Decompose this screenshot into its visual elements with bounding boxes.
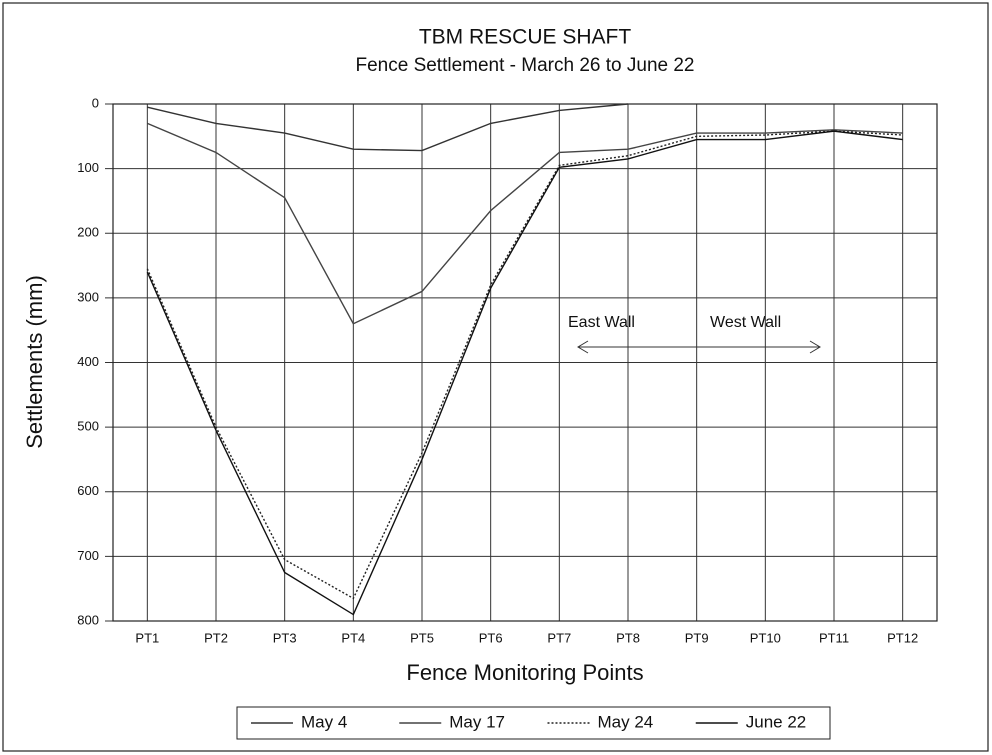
y-tick-label: 0 — [92, 95, 99, 110]
plot-border — [112, 103, 938, 622]
x-tick-label: PT3 — [273, 630, 297, 645]
chart-title: TBM RESCUE SHAFT — [419, 26, 632, 49]
x-tick-label: PT12 — [887, 630, 918, 645]
x-axis-label: Fence Monitoring Points — [406, 660, 643, 685]
y-tick-label: 400 — [77, 354, 99, 369]
annotation: West Wall — [710, 314, 781, 331]
series-line — [147, 122, 903, 325]
series-line — [147, 103, 629, 152]
series-line — [146, 130, 903, 600]
x-tick-label: PT2 — [204, 630, 228, 645]
y-tick-label: 800 — [77, 612, 99, 627]
x-tick-label: PT11 — [819, 630, 849, 645]
annotation: East Wall — [568, 314, 635, 331]
x-tick-label: PT9 — [685, 630, 709, 645]
x-tick-label: PT4 — [341, 630, 365, 645]
legend-box — [236, 706, 831, 740]
x-tick-label: PT8 — [616, 630, 640, 645]
legend-label: June 22 — [746, 712, 807, 731]
chart-subtitle: Fence Settlement - March 26 to June 22 — [355, 55, 694, 76]
y-tick-label: 300 — [77, 289, 99, 304]
x-tick-label: PT10 — [750, 630, 781, 645]
x-tick-label: PT6 — [479, 630, 503, 645]
legend-label: May 4 — [301, 712, 347, 731]
x-tick-label: PT5 — [410, 630, 434, 645]
legend-label: May 17 — [449, 712, 505, 731]
y-tick-label: 100 — [77, 160, 99, 175]
arrow — [577, 340, 821, 354]
y-tick-label: 500 — [77, 419, 99, 434]
y-tick-label: 600 — [77, 483, 99, 498]
series-line — [146, 130, 903, 616]
y-tick-label: 200 — [77, 225, 99, 240]
y-tick-label: 700 — [77, 548, 99, 563]
x-tick-label: PT7 — [547, 630, 571, 645]
x-tick-label: PT1 — [135, 630, 159, 645]
legend-label: May 24 — [598, 712, 654, 731]
y-axis-label: Settlements (mm) — [22, 275, 47, 449]
